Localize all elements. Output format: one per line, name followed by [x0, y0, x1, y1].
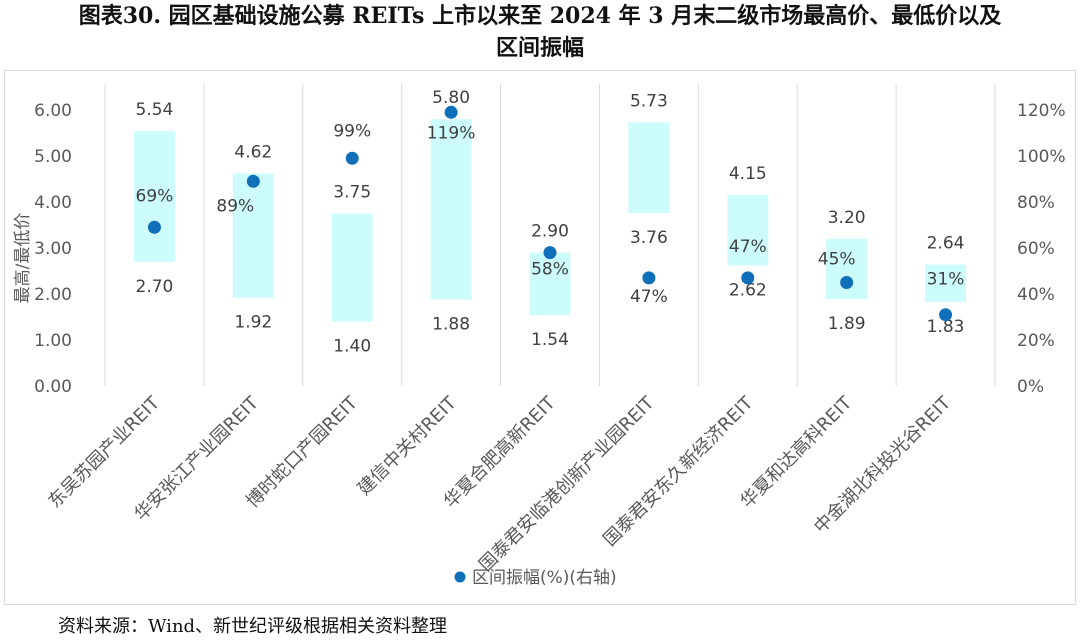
high-price-label: 2.64	[927, 234, 965, 254]
right-axis-tick-label: 120%	[1017, 101, 1066, 121]
high-price-label: 5.73	[630, 91, 668, 111]
chart-title: 图表30. 园区基础设施公募 REITs 上市以来至 2024 年 3 月末二级…	[0, 0, 1080, 64]
amplitude-label: 58%	[531, 260, 569, 280]
right-axis-tick-label: 40%	[1017, 285, 1055, 305]
low-price-label: 1.83	[927, 317, 965, 337]
low-price-label: 1.92	[234, 313, 272, 333]
right-axis-tick-label: 60%	[1017, 239, 1055, 259]
high-price-label: 5.54	[136, 100, 174, 120]
left-axis-tick-label: 5.00	[34, 147, 72, 167]
range-bar	[232, 173, 274, 298]
amplitude-label: 47%	[630, 287, 668, 307]
amplitude-marker	[840, 276, 854, 289]
left-axis-tick-label: 0.00	[34, 377, 72, 397]
amplitude-label: 47%	[729, 237, 767, 257]
amplitude-marker	[345, 151, 359, 165]
range-bar	[331, 213, 373, 322]
amplitude-label: 89%	[216, 196, 254, 216]
left-axis-tick-label: 4.00	[34, 193, 72, 213]
low-price-label: 1.40	[333, 337, 371, 357]
category-label: 国泰君安临港创新产业园REIT	[475, 392, 659, 576]
amplitude-marker	[642, 271, 656, 285]
amplitude-marker	[444, 105, 458, 119]
range-bar	[430, 119, 472, 300]
right-axis-tick-label: 20%	[1017, 331, 1055, 351]
low-price-label: 3.76	[630, 228, 668, 248]
high-price-label: 4.62	[234, 142, 272, 162]
high-price-label: 3.75	[333, 183, 371, 203]
category-label: 建信中关村REIT	[354, 392, 462, 500]
left-axis-tick-label: 1.00	[34, 331, 72, 351]
amplitude-marker	[939, 308, 953, 322]
legend-marker	[454, 571, 466, 583]
left-axis-tick-label: 6.00	[34, 101, 72, 121]
amplitude-label: 69%	[136, 186, 174, 206]
amplitude-marker	[543, 246, 557, 260]
y-axis-title: 最高/最低价	[13, 213, 33, 304]
amplitude-marker	[147, 220, 161, 234]
range-bar	[133, 131, 175, 262]
low-price-label: 2.62	[729, 280, 767, 300]
high-price-label: 4.15	[729, 164, 767, 184]
low-price-label: 2.70	[136, 277, 174, 297]
left-axis-tick-label: 2.00	[34, 285, 72, 305]
range-bar	[628, 122, 670, 214]
high-price-label: 2.90	[531, 222, 569, 242]
amplitude-label: 99%	[333, 121, 371, 141]
low-price-label: 1.88	[432, 315, 470, 335]
legend-label: 区间振幅(%)(右轴)	[472, 568, 617, 588]
amplitude-label: 119%	[427, 123, 476, 143]
range-bar	[727, 195, 769, 266]
right-axis-tick-label: 100%	[1017, 147, 1066, 167]
chart-svg: 0.00 1.00 2.00 3.00 4.00 5.00 6.00 0% 20% 40% 60% 8…	[13, 84, 1066, 588]
right-axis-tick-label: 80%	[1017, 193, 1055, 213]
source-note: 资料来源：Wind、新世纪评级根据相关资料整理	[58, 616, 448, 637]
range-bar	[826, 238, 868, 300]
amplitude-marker	[246, 174, 260, 188]
chart-title-line-1: 图表30. 园区基础设施公募 REITs 上市以来至 2024 年 3 月末二级…	[78, 3, 1002, 29]
low-price-label: 1.89	[828, 314, 866, 334]
amplitude-marker	[741, 271, 755, 285]
amplitude-label: 31%	[927, 270, 965, 290]
range-bar	[925, 264, 967, 302]
chart-frame	[4, 70, 1076, 605]
high-price-label: 5.80	[432, 88, 470, 108]
low-price-label: 1.54	[531, 330, 569, 350]
range-bar	[529, 252, 571, 316]
chart-title-line-2: 区间振幅	[495, 35, 584, 61]
amplitude-label: 45%	[818, 250, 856, 270]
right-axis-tick-label: 0%	[1017, 377, 1044, 397]
left-axis-tick-label: 3.00	[34, 239, 72, 259]
high-price-label: 3.20	[828, 208, 866, 228]
